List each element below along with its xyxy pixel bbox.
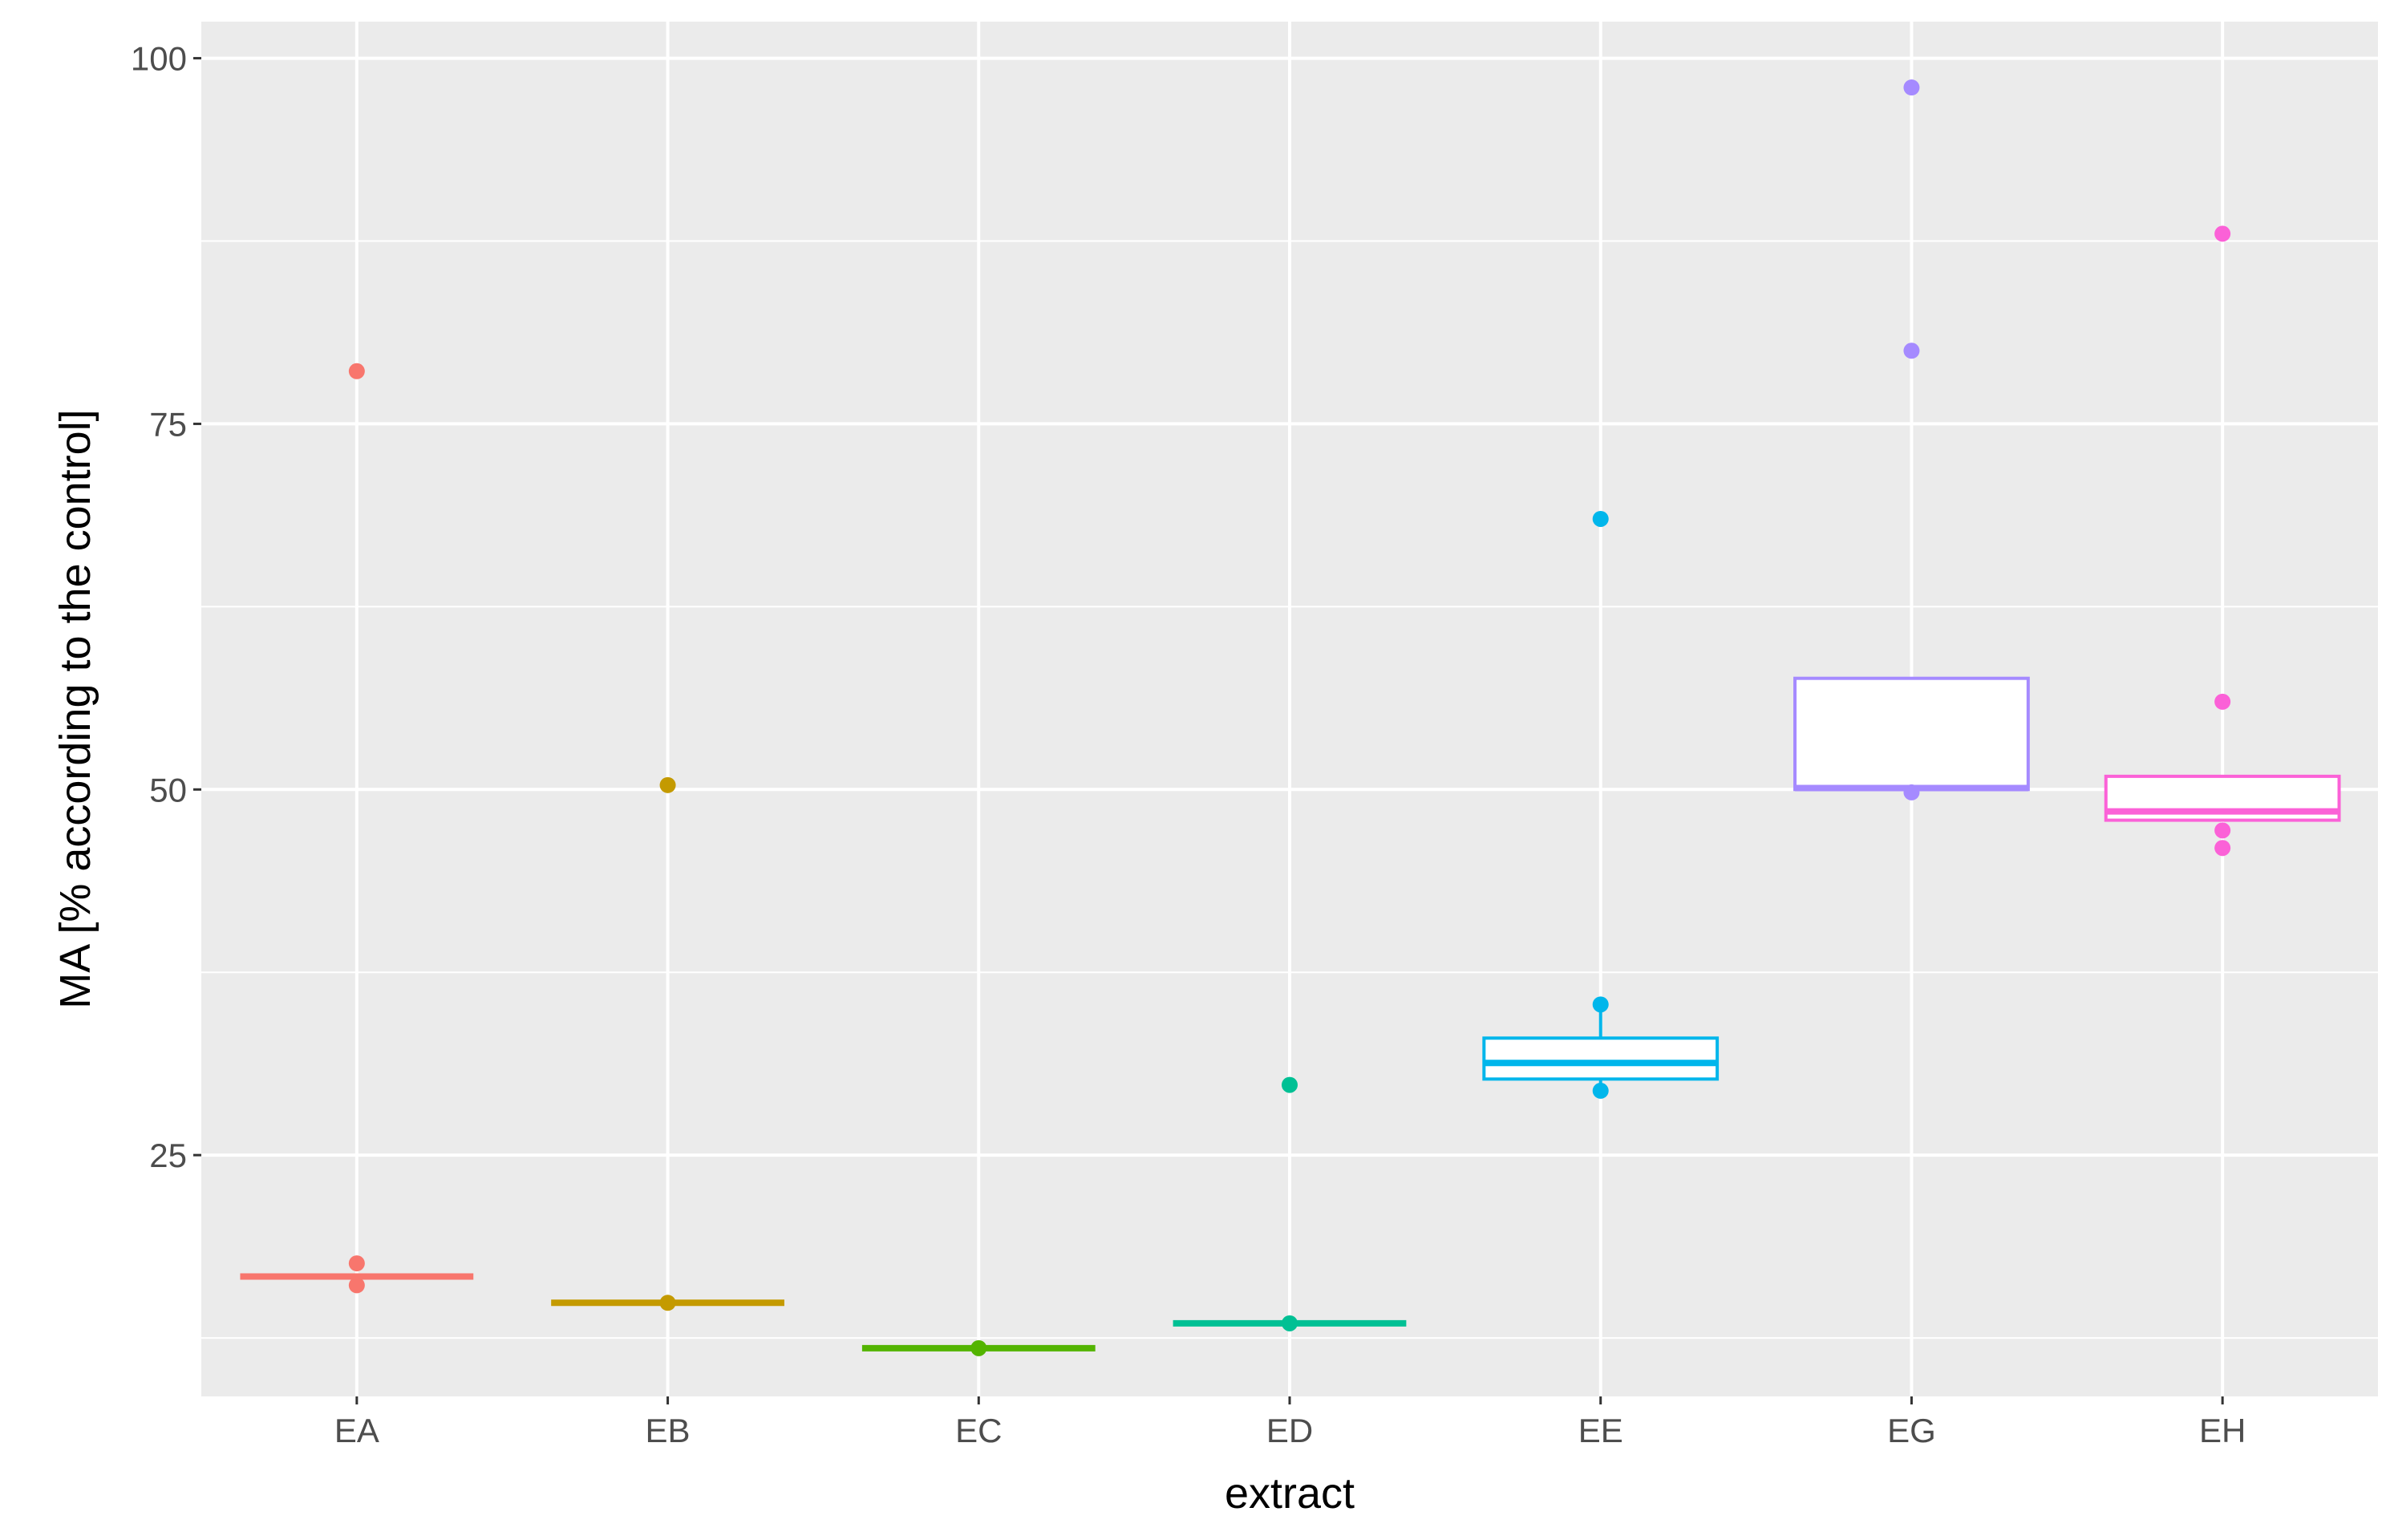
- data-point: [970, 1339, 987, 1356]
- data-point: [1903, 784, 1920, 800]
- data-point: [348, 1277, 365, 1294]
- x-tick-label: EG: [1887, 1412, 1936, 1449]
- x-tick-label: EB: [646, 1412, 691, 1449]
- data-point: [2214, 840, 2231, 857]
- x-axis: EA EB EC ED EE EG EH: [334, 1396, 2246, 1449]
- box-eg: [1793, 676, 2030, 792]
- y-tick-label: 25: [149, 1137, 187, 1174]
- y-axis: 25 50 75 100: [131, 40, 201, 1174]
- data-point: [2214, 225, 2231, 242]
- box-ee: [1482, 1004, 1720, 1091]
- x-tick-label: EH: [2199, 1412, 2246, 1449]
- data-point: [1282, 1076, 1298, 1093]
- data-point: [2214, 693, 2231, 710]
- data-point: [1592, 1082, 1609, 1099]
- x-tick-label: EE: [1578, 1412, 1623, 1449]
- major-gridlines: [201, 22, 2378, 1396]
- y-tick-label: 75: [149, 405, 187, 443]
- x-tick-label: EC: [955, 1412, 1002, 1449]
- data-point: [1592, 996, 1609, 1013]
- x-tick-label: ED: [1266, 1412, 1313, 1449]
- data-point: [1903, 79, 1920, 96]
- data-point: [659, 776, 676, 793]
- box-eh: [2104, 774, 2341, 822]
- point-layer: [348, 79, 2231, 1356]
- y-axis-title: MA [% according to the control]: [51, 409, 99, 1008]
- data-point: [348, 363, 365, 379]
- x-tick-label: EA: [334, 1412, 379, 1449]
- y-tick-label: 50: [149, 771, 187, 808]
- data-point: [1592, 510, 1609, 527]
- box-iqr: [1482, 1036, 1720, 1081]
- x-axis-title: extract: [1225, 1469, 1355, 1518]
- box-iqr: [1793, 676, 2030, 792]
- data-point: [1903, 342, 1920, 359]
- data-point: [1282, 1315, 1298, 1331]
- data-point: [659, 1295, 676, 1311]
- data-point: [348, 1255, 365, 1272]
- data-point: [2214, 822, 2231, 839]
- y-tick-label: 100: [131, 40, 187, 78]
